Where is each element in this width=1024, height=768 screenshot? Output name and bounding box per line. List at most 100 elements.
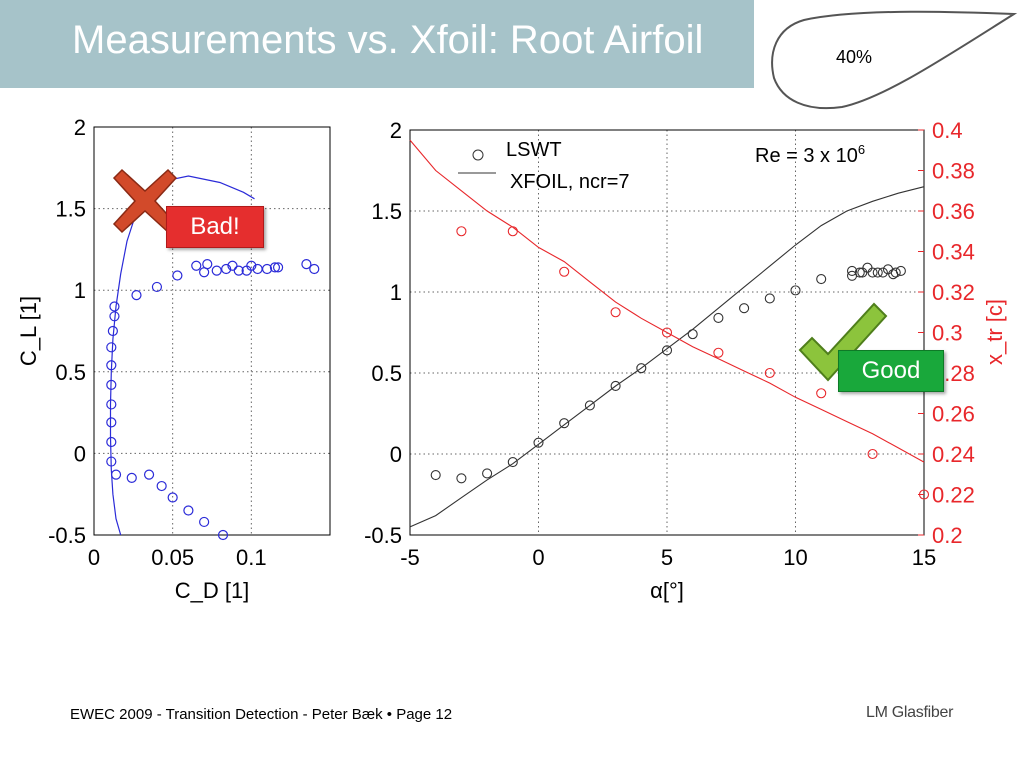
company-logo: LM Glasfiber [866,704,954,721]
cl-data-point [482,468,493,479]
cl-data-point [790,285,801,296]
polar-data-point [272,262,284,273]
polar-data-point [217,529,229,541]
legend-label-xfoil: XFOIL, ncr=7 [510,171,630,193]
cl-data-point [890,267,901,278]
right-y-tick-label: 1.5 [371,199,402,224]
airfoil-outline [771,10,1018,110]
polar-curve-line [109,175,255,536]
cl-data-point [857,267,868,278]
right-chart-y2label: x_tr [c] [982,299,1007,365]
left-chart-frame [93,126,331,536]
right-y2-tick-label: 0.36 [932,199,975,224]
right-chart-xlabel: α[°] [650,578,684,603]
airfoil-thickness-label: 40% [836,47,872,67]
right-y2-tick-label: 0.34 [932,240,975,265]
airfoil-shape-diagram: 40% [771,10,1018,110]
title-bar [0,0,754,88]
right-y-tick-label: 1 [390,280,402,305]
cl-data-point [867,267,878,278]
xtr-data-point [610,307,621,318]
polar-data-point [202,258,213,270]
cl-xfoil-line [409,186,925,528]
cl-data-point [559,418,570,429]
legend: LSWT XFOIL, ncr=7 [458,139,630,193]
xtr-data-point [867,448,878,460]
polar-data-point [199,516,210,528]
polar-data-point [191,260,202,271]
left-y-tick-label: 0.5 [55,360,86,385]
cl-data-point [713,312,724,323]
polar-data-point [172,270,183,281]
polar-data-point [183,505,194,516]
xtr-data-point [559,266,570,277]
xtr-data-point [764,367,775,379]
cl-data-point [872,267,883,278]
xtr-data-point [661,327,673,338]
right-y2-tick-label: 0.22 [932,483,975,508]
bad-label: Bad! [166,206,264,248]
xtr-data-point [918,489,930,500]
right-y2-tick-label: 0.32 [932,280,975,305]
cl-data-point [507,457,518,468]
right-y2-tick-label: 0.24 [932,442,975,467]
right-x-tick-label: -5 [400,545,420,570]
polar-data-point [167,492,178,503]
polar-data-point [143,469,155,480]
good-label: Good [838,350,944,392]
right-chart-ticks: -5 0 5 10 15-0.500.511.520.20.220.240.260.28… [364,118,975,570]
reynolds-annotation: Re = 3 x 106 [755,142,865,167]
xtr-data-point [456,226,467,237]
right-x-tick-label: 5 [661,545,673,570]
left-chart-ylabel: C_L [1] [16,296,41,366]
right-y2-tick-label: 0.38 [932,159,975,184]
left-y-tick-label: 1.5 [55,197,86,222]
cl-data-point [877,267,888,278]
polar-data-point [261,263,273,275]
cl-data-point [862,262,873,273]
right-y-tick-label: 0 [390,442,402,467]
polar-data-point [233,265,244,276]
footer-text: EWEC 2009 - Transition Detection - Peter… [70,706,453,723]
lift-alpha-chart: -5 0 5 10 15-0.500.511.520.20.220.240.260.28… [364,118,1007,603]
right-y-tick-label: 2 [390,118,402,143]
polar-data-point [156,480,167,492]
legend-marker-lswt [472,149,484,161]
right-x-tick-label: 15 [912,545,936,570]
right-chart-grid [410,130,924,535]
left-y-tick-label: 1 [74,278,86,303]
right-y-tick-label: 0.5 [371,361,402,386]
polar-data-point [106,436,117,448]
page-title: Measurements vs. Xfoil: Root Airfoil [72,18,704,62]
left-y-tick-label: -0.5 [48,523,86,548]
left-x-tick-label: 0.1 [236,545,267,570]
cl-data-point [816,273,827,285]
polar-data-point [126,472,137,483]
cl-data-point [846,265,858,276]
right-x-tick-label: 0 [532,545,544,570]
cl-data-point [456,473,467,484]
polar-data-point [269,262,281,273]
cl-data-point [610,380,621,392]
cl-data-point [430,470,441,481]
right-y2-tick-label: 0.4 [932,118,963,143]
cl-data-point [636,363,647,374]
right-chart-series [409,139,930,528]
xtr-xfoil-line [409,139,925,463]
polar-data-point [301,258,312,270]
polar-data-point [227,260,238,271]
cl-data-point [687,329,698,340]
left-x-tick-label: 0 [88,545,100,570]
left-y-tick-label: 2 [74,115,86,140]
polar-data-point [151,281,163,293]
right-y-tick-label: -0.5 [364,523,402,548]
xtr-data-point [713,347,724,358]
polar-data-point [221,263,232,275]
right-y2-tick-label: 0.2 [932,523,963,548]
right-y2-tick-label: 0.26 [932,402,975,427]
cl-data-point [661,345,673,356]
left-y-tick-label: 0 [74,441,86,466]
cl-data-point [533,437,544,448]
xtr-data-point [507,226,518,237]
right-x-tick-label: 10 [783,545,807,570]
